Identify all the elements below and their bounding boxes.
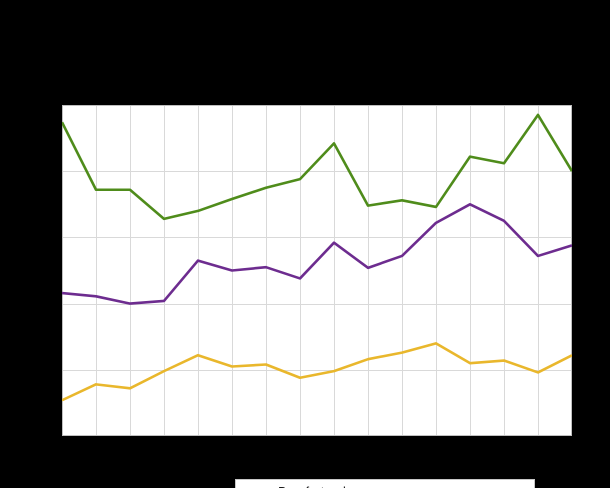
series-line-1 — [62, 113, 572, 221]
plot-area: Borefartøydøgn Påbegynte hull Borefartøy… — [62, 105, 572, 488]
legend-item-borefartoydogn[interactable]: Borefartøydøgn — [243, 484, 527, 488]
chart-series-layer — [62, 113, 572, 402]
series-line-2 — [62, 342, 572, 402]
chart-gridlines — [62, 105, 572, 436]
chart-legend: Borefartøydøgn Påbegynte hull Borefartøy… — [235, 479, 535, 488]
series-line-0 — [62, 203, 572, 305]
legend-label-borefartoydogn: Borefartøydøgn — [278, 484, 368, 488]
